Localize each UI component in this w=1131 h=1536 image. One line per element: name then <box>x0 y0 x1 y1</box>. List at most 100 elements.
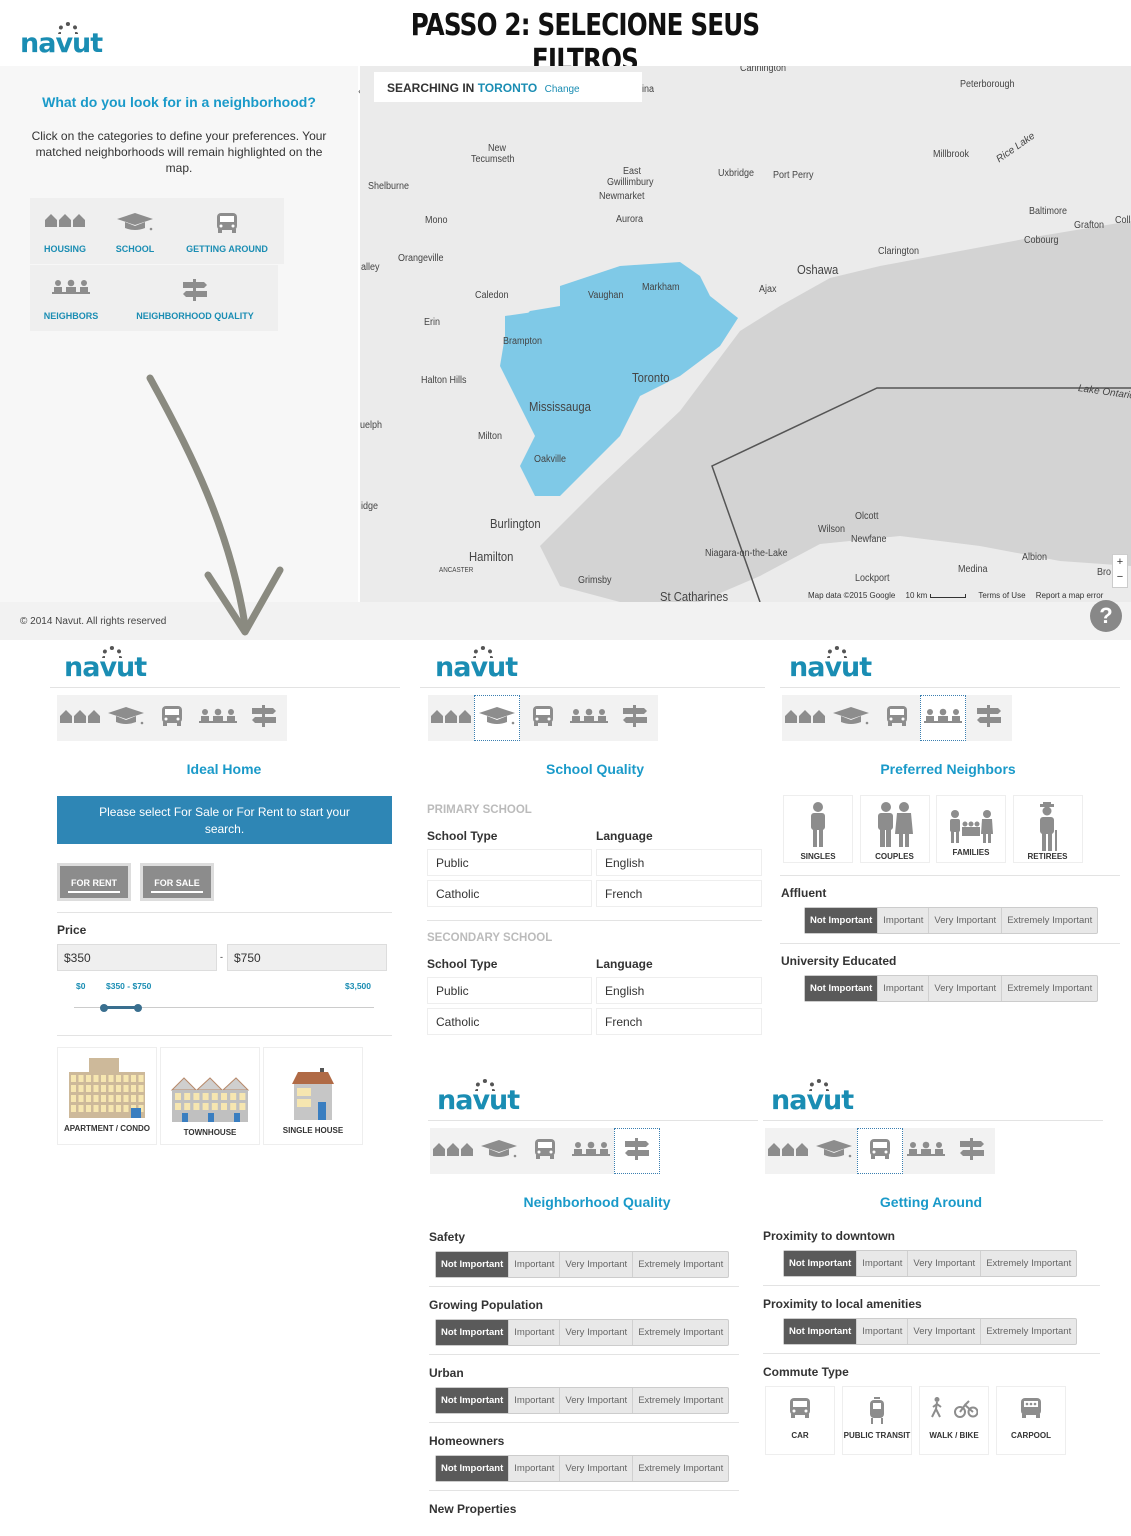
tab-neighborhood-quality[interactable] <box>966 695 1012 741</box>
importance-option[interactable]: Very Important <box>560 1456 634 1481</box>
neighbor-type-2[interactable]: FAMILIES <box>936 795 1006 863</box>
tab-school[interactable] <box>476 1128 522 1174</box>
price-slider-low-handle[interactable] <box>100 1004 108 1012</box>
tab-getting-around[interactable] <box>522 1128 568 1174</box>
tab-neighbors[interactable] <box>920 695 966 741</box>
importance-option[interactable]: Important <box>878 908 930 933</box>
tab-school[interactable] <box>811 1128 857 1174</box>
neighbor-type-0[interactable]: SINGLES <box>783 795 853 863</box>
importance-selector[interactable]: Not Important Important Very Important Extr… <box>783 1250 1078 1277</box>
importance-option[interactable]: Important <box>509 1456 561 1481</box>
tab-housing[interactable] <box>430 1128 476 1174</box>
importance-option[interactable]: Extremely Important <box>986 1326 1072 1337</box>
importance-option[interactable]: Important <box>857 1319 909 1344</box>
tab-neighborhood-quality[interactable] <box>241 695 287 741</box>
tab-neighborhood-quality[interactable] <box>612 695 658 741</box>
category-neighborhood-quality[interactable]: NEIGHBORHOOD QUALITY <box>112 265 278 331</box>
price-slider-track[interactable] <box>74 1007 374 1008</box>
importance-option[interactable]: Not Important <box>784 1251 858 1276</box>
importance-option[interactable]: Important <box>857 1251 909 1276</box>
report-error-link[interactable]: Report a map error <box>1035 591 1104 600</box>
importance-option[interactable]: Important <box>509 1320 561 1345</box>
importance-option[interactable]: Extremely Important <box>638 1395 724 1406</box>
home-type-2[interactable]: SINGLE HOUSE <box>263 1047 363 1145</box>
tab-neighbors[interactable] <box>566 695 612 741</box>
tab-housing[interactable] <box>782 695 828 741</box>
commute-option-3[interactable]: CARPOOL <box>996 1386 1066 1455</box>
school-type-option[interactable]: Public <box>427 849 592 876</box>
price-min-input[interactable]: $350 <box>57 944 217 971</box>
neighbor-type-3[interactable]: RETIREES <box>1012 795 1083 863</box>
language-option[interactable]: English <box>596 977 762 1004</box>
category-school[interactable]: SCHOOL <box>100 198 170 264</box>
importance-option[interactable]: Not Important <box>805 976 879 1001</box>
importance-option[interactable]: Not Important <box>436 1252 510 1277</box>
importance-option[interactable]: Important <box>878 976 930 1001</box>
importance-selector[interactable]: Not Important Important Very Important Extr… <box>804 907 1099 934</box>
importance-option[interactable]: Extremely Important <box>986 1258 1072 1269</box>
home-type-0[interactable]: APARTMENT / CONDO <box>57 1047 157 1145</box>
neighbor-type-1[interactable]: COUPLES <box>859 795 930 863</box>
importance-option[interactable]: Not Important <box>784 1319 858 1344</box>
commute-option-0[interactable]: CAR <box>765 1386 835 1455</box>
importance-option[interactable]: Very Important <box>929 908 1003 933</box>
importance-selector[interactable]: Not Important Important Very Important Extr… <box>435 1319 730 1346</box>
importance-option[interactable]: Not Important <box>805 908 879 933</box>
zoom-in-button[interactable]: + <box>1116 556 1124 568</box>
importance-option[interactable]: Extremely Important <box>638 1463 724 1474</box>
importance-option[interactable]: Very Important <box>908 1251 982 1276</box>
tab-housing[interactable] <box>765 1128 811 1174</box>
importance-option[interactable]: Extremely Important <box>1007 983 1093 994</box>
importance-selector[interactable]: Not Important Important Very Important Extr… <box>435 1251 730 1278</box>
tab-neighborhood-quality[interactable] <box>949 1128 995 1174</box>
importance-option[interactable]: Not Important <box>436 1456 510 1481</box>
importance-selector[interactable]: Not Important Important Very Important Extr… <box>804 975 1099 1002</box>
terms-link[interactable]: Terms of Use <box>978 591 1026 600</box>
importance-option[interactable]: Important <box>509 1252 561 1277</box>
tab-school[interactable] <box>828 695 874 741</box>
school-type-option[interactable]: Catholic <box>427 1008 592 1035</box>
tab-neighbors[interactable] <box>195 695 241 741</box>
tab-neighborhood-quality[interactable] <box>614 1128 660 1174</box>
zoom-out-button[interactable]: − <box>1116 571 1124 583</box>
importance-option[interactable]: Extremely Important <box>1007 915 1093 926</box>
home-type-1[interactable]: TOWNHOUSE <box>160 1047 260 1145</box>
importance-selector[interactable]: Not Important Important Very Important Extr… <box>435 1455 730 1482</box>
change-city-link[interactable]: Change <box>544 84 580 95</box>
language-option[interactable]: French <box>596 1008 762 1035</box>
importance-selector[interactable]: Not Important Important Very Important Extr… <box>783 1318 1078 1345</box>
language-option[interactable]: French <box>596 880 762 907</box>
category-neighbors[interactable]: NEIGHBORS <box>30 265 112 331</box>
tab-neighbors[interactable] <box>903 1128 949 1174</box>
school-type-option[interactable]: Public <box>427 977 592 1004</box>
tab-housing[interactable] <box>57 695 103 741</box>
importance-selector[interactable]: Not Important Important Very Important Extr… <box>435 1387 730 1414</box>
tab-getting-around[interactable] <box>857 1128 903 1174</box>
tab-school[interactable] <box>103 695 149 741</box>
commute-option-1[interactable]: PUBLIC TRANSIT <box>842 1386 912 1455</box>
importance-option[interactable]: Not Important <box>436 1320 510 1345</box>
importance-option[interactable]: Important <box>509 1388 561 1413</box>
commute-option-2[interactable]: WALK / BIKE <box>919 1386 989 1455</box>
price-slider-high-handle[interactable] <box>134 1004 143 1012</box>
tab-getting-around[interactable] <box>520 695 566 741</box>
tab-getting-around[interactable] <box>874 695 920 741</box>
importance-option[interactable]: Very Important <box>560 1320 634 1345</box>
tab-getting-around[interactable] <box>149 695 195 741</box>
tab-neighbors[interactable] <box>568 1128 614 1174</box>
category-housing[interactable]: HOUSING <box>30 198 100 264</box>
importance-option[interactable]: Extremely Important <box>638 1327 724 1338</box>
tab-school[interactable] <box>474 695 520 741</box>
importance-option[interactable]: Very Important <box>560 1388 634 1413</box>
price-max-input[interactable]: $750 <box>227 944 387 971</box>
for-sale-button[interactable]: FOR SALE <box>140 863 214 901</box>
importance-option[interactable]: Very Important <box>908 1319 982 1344</box>
school-type-option[interactable]: Catholic <box>427 880 592 907</box>
importance-option[interactable]: Very Important <box>929 976 1003 1001</box>
importance-option[interactable]: Extremely Important <box>638 1259 724 1270</box>
tab-housing[interactable] <box>428 695 474 741</box>
importance-option[interactable]: Very Important <box>560 1252 634 1277</box>
importance-option[interactable]: Not Important <box>436 1388 510 1413</box>
category-getting-around[interactable]: GETTING AROUND <box>170 198 284 264</box>
language-option[interactable]: English <box>596 849 762 876</box>
